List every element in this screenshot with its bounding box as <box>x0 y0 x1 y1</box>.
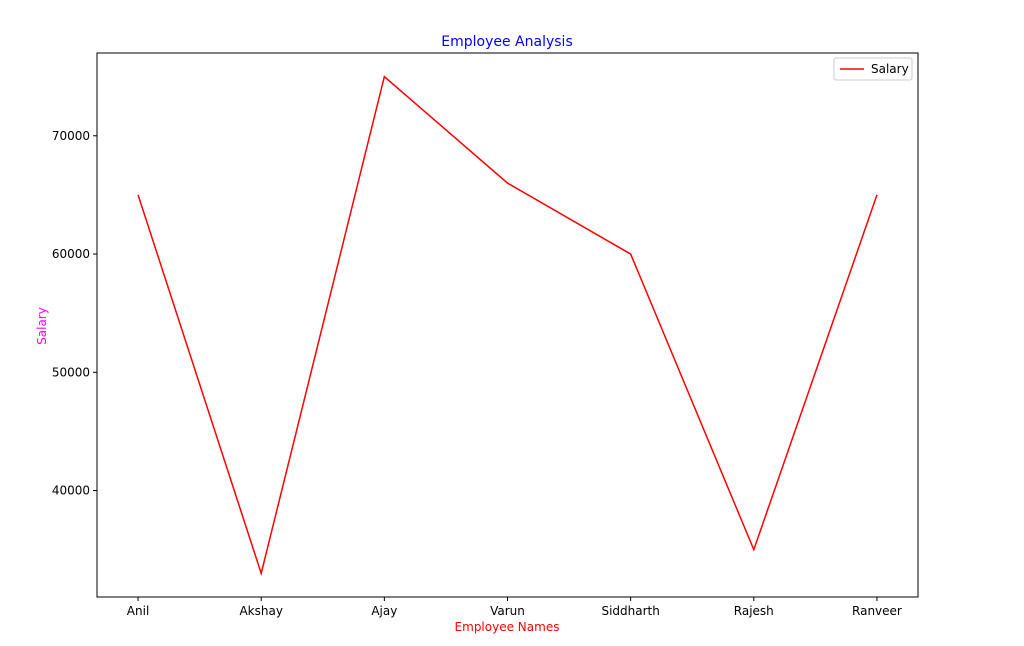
y-tick-label: 50000 <box>52 365 90 379</box>
legend: Salary <box>833 57 913 81</box>
chart-title: Employee Analysis <box>441 34 572 50</box>
series-line-salary <box>137 75 878 577</box>
x-axis: Anil Akshay Ajay Varun Siddharth Rajesh Ranvee… <box>127 597 902 618</box>
y-tick-label: 60000 <box>52 247 90 261</box>
x-tick-label: Ajay <box>371 604 397 618</box>
x-tick-label: Ranveer <box>852 604 902 618</box>
series-layer <box>137 75 878 577</box>
x-tick-label: Rajesh <box>734 604 774 618</box>
x-axis-label: Employee Names <box>455 620 560 634</box>
legend-box <box>833 57 913 81</box>
y-axis: 40000 50000 60000 70000 <box>52 129 97 498</box>
x-tick-label: Varun <box>490 604 525 618</box>
x-tick-label: Siddharth <box>601 604 659 618</box>
x-tick-label: Akshay <box>239 604 282 618</box>
y-tick-label: 40000 <box>52 484 90 498</box>
y-tick-label: 70000 <box>52 129 90 143</box>
y-axis-label: Salary <box>35 307 49 345</box>
legend-label-salary: Salary <box>871 62 909 76</box>
x-tick-label: Anil <box>127 604 149 618</box>
